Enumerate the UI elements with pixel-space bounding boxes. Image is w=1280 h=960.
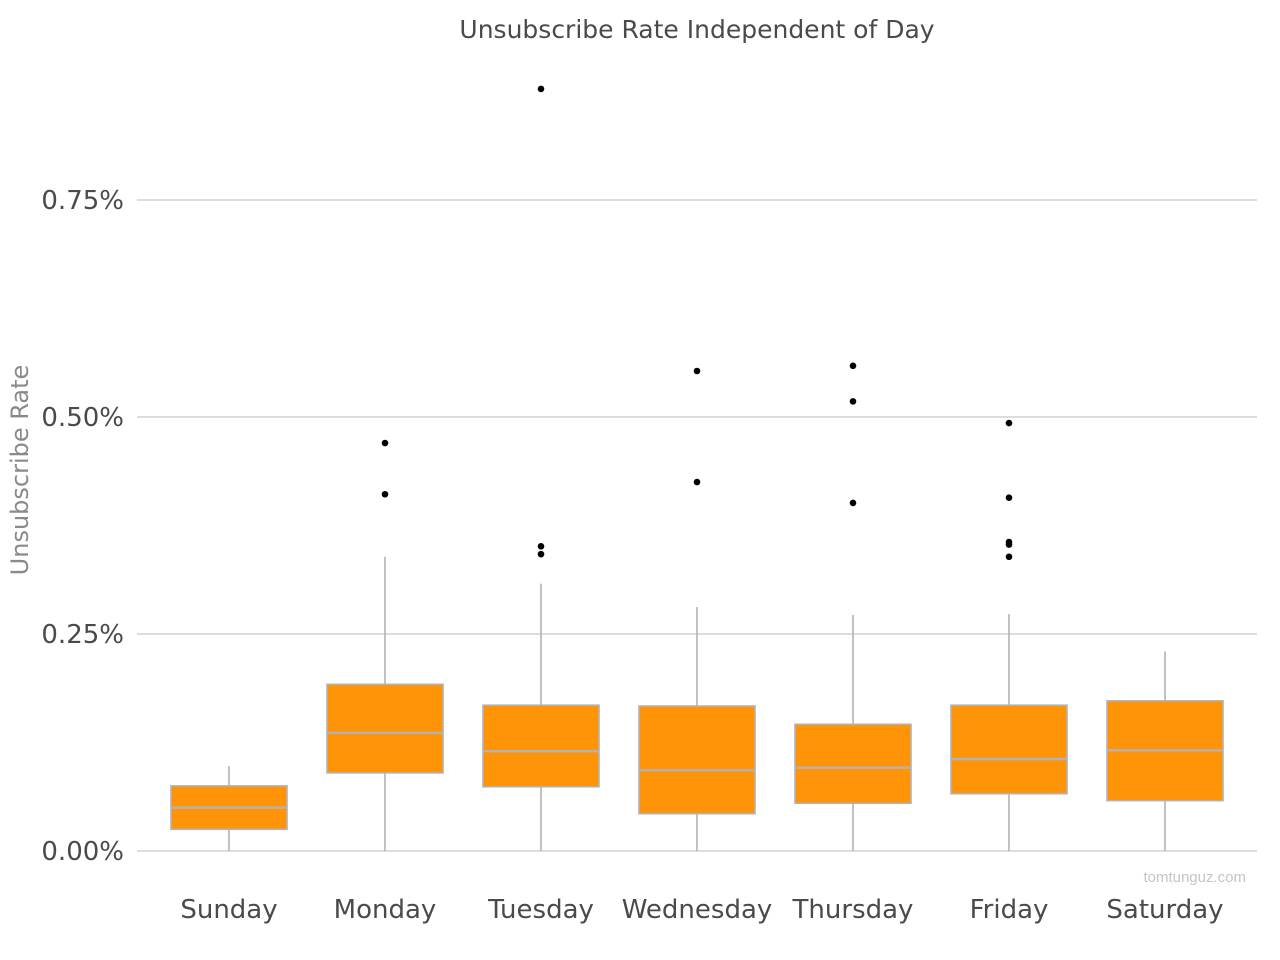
outlier-point <box>381 490 389 498</box>
outlier-point <box>381 439 389 447</box>
x-axis-ticks: Sunday Monday Tuesday Wednesday Thursday Frid… <box>180 895 1223 925</box>
outlier-point <box>537 550 545 558</box>
x-tick-label: Saturday <box>1106 895 1223 925</box>
y-axis-label: Unsubscribe Rate <box>6 365 34 576</box>
box-series <box>170 85 1224 851</box>
outlier-point <box>849 398 857 405</box>
box-wednesday <box>638 367 756 851</box>
outlier-point <box>1005 494 1013 502</box>
outlier-point <box>693 367 701 375</box>
x-tick-label: Wednesday <box>622 895 773 925</box>
box-monday <box>326 439 444 851</box>
outlier-point <box>693 478 701 486</box>
iqr-box <box>482 704 600 788</box>
box-saturday <box>1106 651 1224 851</box>
y-tick-label: 0.50% <box>41 403 124 433</box>
outlier-point <box>849 499 857 507</box>
box-friday <box>950 419 1068 851</box>
outlier-point <box>537 543 545 550</box>
box-tuesday <box>482 85 600 851</box>
outlier-point <box>1005 538 1013 546</box>
outlier-point <box>537 85 545 93</box>
x-tick-label: Sunday <box>180 895 277 925</box>
outlier-point <box>1005 419 1013 427</box>
box-sunday <box>170 765 288 851</box>
iqr-box <box>794 723 912 805</box>
iqr-box <box>326 683 444 774</box>
y-tick-label: 0.00% <box>41 837 124 867</box>
x-tick-label: Thursday <box>792 895 914 925</box>
outlier-point <box>849 362 857 370</box>
watermark-text: tomtunguz.com <box>1143 869 1246 886</box>
iqr-box <box>950 704 1068 795</box>
iqr-box <box>638 705 756 815</box>
y-axis-ticks: 0.00% 0.25% 0.50% 0.75% <box>41 186 124 867</box>
y-tick-label: 0.25% <box>41 620 124 650</box>
outlier-point <box>1005 553 1013 561</box>
y-tick-label: 0.75% <box>41 186 124 216</box>
box-thursday <box>794 362 912 851</box>
chart-title: Unsubscribe Rate Independent of Day <box>459 15 934 44</box>
x-tick-label: Friday <box>970 895 1049 925</box>
x-tick-label: Monday <box>334 895 437 925</box>
x-tick-label: Tuesday <box>487 895 594 925</box>
